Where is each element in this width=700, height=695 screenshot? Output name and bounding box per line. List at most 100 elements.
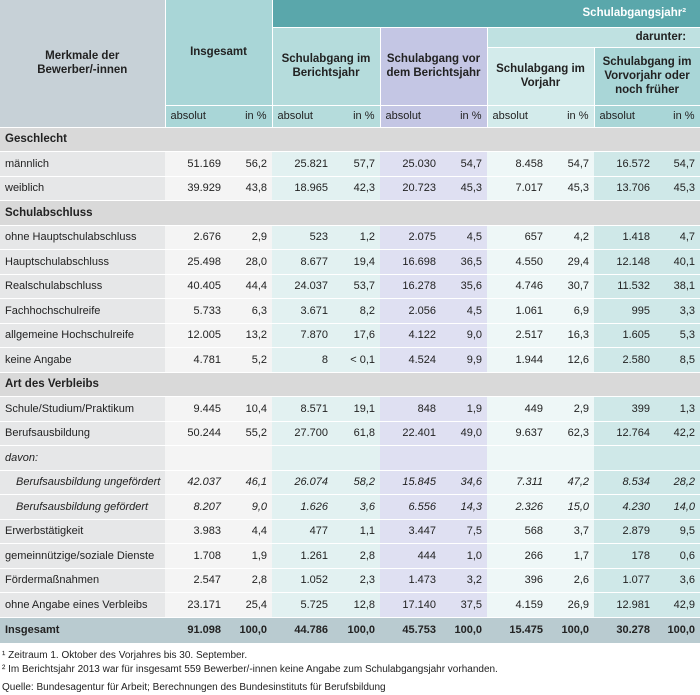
table-row: davon: <box>0 445 700 471</box>
cell: 12.148 <box>594 249 657 275</box>
cell: 9,0 <box>442 323 488 348</box>
cell: 58,2 <box>334 470 381 495</box>
cell: 42.037 <box>165 470 227 495</box>
cell: 1,9 <box>442 396 488 422</box>
table-row: Berufsausbildung 50.244 55,2 27.700 61,8 22.4… <box>0 421 700 446</box>
cell: 16,3 <box>549 323 595 348</box>
cell: 25,4 <box>227 592 273 618</box>
cell: 54,7 <box>656 151 700 177</box>
cell: 4,5 <box>442 225 488 250</box>
cell: 995 <box>594 298 657 324</box>
cell: 10,4 <box>227 396 273 422</box>
table-row: allgemeine Hochschulreife 12.005 13,2 7.870… <box>0 323 700 348</box>
table-row: Art des Verbleibs <box>0 372 700 397</box>
cell: 1.626 <box>272 494 335 520</box>
cell: 26,9 <box>549 592 595 618</box>
row-label: Insgesamt <box>0 617 165 644</box>
cell: 1.605 <box>594 323 657 348</box>
cell: 449 <box>487 396 550 422</box>
cell <box>487 445 550 471</box>
cell: 1,1 <box>334 519 381 544</box>
cell: 657 <box>487 225 550 250</box>
cell: 28,0 <box>227 249 273 275</box>
footnote: ¹ Zeitraum 1. Oktober des Vorjahres bis … <box>2 649 248 661</box>
cell: 2,9 <box>549 396 595 422</box>
cell <box>594 445 657 471</box>
cell: 56,2 <box>227 151 273 177</box>
cell: 45.753 <box>380 617 443 644</box>
cell: 54,7 <box>549 151 595 177</box>
cell: 100,0 <box>549 617 595 644</box>
cell: 45,3 <box>656 176 700 201</box>
unit-label: in % <box>442 105 488 128</box>
section-label: Schulabschluss <box>0 200 700 226</box>
cell: 3,7 <box>549 519 595 544</box>
footnote: Quelle: Bundesagentur für Arbeit; Berech… <box>2 681 386 693</box>
cell: 4.159 <box>487 592 550 618</box>
cell: 44.786 <box>272 617 335 644</box>
cell: 62,3 <box>549 421 595 446</box>
cell: 0,6 <box>656 543 700 569</box>
cell: 13.706 <box>594 176 657 201</box>
cell: 9,5 <box>656 519 700 544</box>
table-row: Berufsausbildung ungefördert 42.037 46,1 26… <box>0 470 700 495</box>
cell: 7.870 <box>272 323 335 348</box>
header-label: Merkmale der Bewerber/-innen <box>0 0 166 128</box>
cell: 91.098 <box>165 617 227 644</box>
cell: 9.445 <box>165 396 227 422</box>
row-label: männlich <box>0 151 165 177</box>
cell: 9,0 <box>227 494 273 520</box>
row-label: davon: <box>0 445 165 471</box>
row-label: Hauptschulabschluss <box>0 249 165 275</box>
cell: 2.580 <box>594 347 657 373</box>
cell: 399 <box>594 396 657 422</box>
row-label: Erwerbstätigkeit <box>0 519 165 544</box>
cell: 6,3 <box>227 298 273 324</box>
row-label: ohne Hauptschulabschluss <box>0 225 165 250</box>
cell: 12,8 <box>334 592 381 618</box>
cell: 9.637 <box>487 421 550 446</box>
cell: 49,0 <box>442 421 488 446</box>
cell: 1.261 <box>272 543 335 569</box>
cell: 17.140 <box>380 592 443 618</box>
cell: 3,2 <box>442 568 488 593</box>
cell: 38,1 <box>656 274 700 299</box>
cell: 3.447 <box>380 519 443 544</box>
cell: 47,2 <box>549 470 595 495</box>
cell: 42,2 <box>656 421 700 446</box>
cell: 1.708 <box>165 543 227 569</box>
cell: 1.061 <box>487 298 550 324</box>
cell: 17,6 <box>334 323 381 348</box>
cell: 4.230 <box>594 494 657 520</box>
cell: 4.781 <box>165 347 227 373</box>
cell: 8.207 <box>165 494 227 520</box>
cell: 8,2 <box>334 298 381 324</box>
cell: 12.764 <box>594 421 657 446</box>
cell: 477 <box>272 519 335 544</box>
cell: 8 <box>272 347 335 373</box>
table-row: Realschulabschluss 40.405 44,4 24.037 53,7 16… <box>0 274 700 299</box>
cell: 9,9 <box>442 347 488 373</box>
row-label: Berufsausbildung <box>0 421 165 446</box>
row-label: keine Angabe <box>0 347 165 373</box>
cell: 4,4 <box>227 519 273 544</box>
cell: 100,0 <box>227 617 273 644</box>
cell: 19,4 <box>334 249 381 275</box>
cell: 30.278 <box>594 617 657 644</box>
cell: 1,0 <box>442 543 488 569</box>
cell: 50.244 <box>165 421 227 446</box>
cell <box>380 445 443 471</box>
cell: 4,7 <box>656 225 700 250</box>
cell: 2,9 <box>227 225 273 250</box>
table-row: Berufsausbildung gefördert 8.207 9,0 1.626 3… <box>0 494 700 520</box>
cell: 5,3 <box>656 323 700 348</box>
cell <box>272 445 335 471</box>
cell: 15,0 <box>549 494 595 520</box>
table-row: Hauptschulabschluss 25.498 28,0 8.677 19,4 16… <box>0 249 700 275</box>
unit-label: in % <box>549 105 595 128</box>
cell: 53,7 <box>334 274 381 299</box>
cell: 18.965 <box>272 176 335 201</box>
cell: 100,0 <box>334 617 381 644</box>
cell: 2,8 <box>227 568 273 593</box>
cell: 1.077 <box>594 568 657 593</box>
